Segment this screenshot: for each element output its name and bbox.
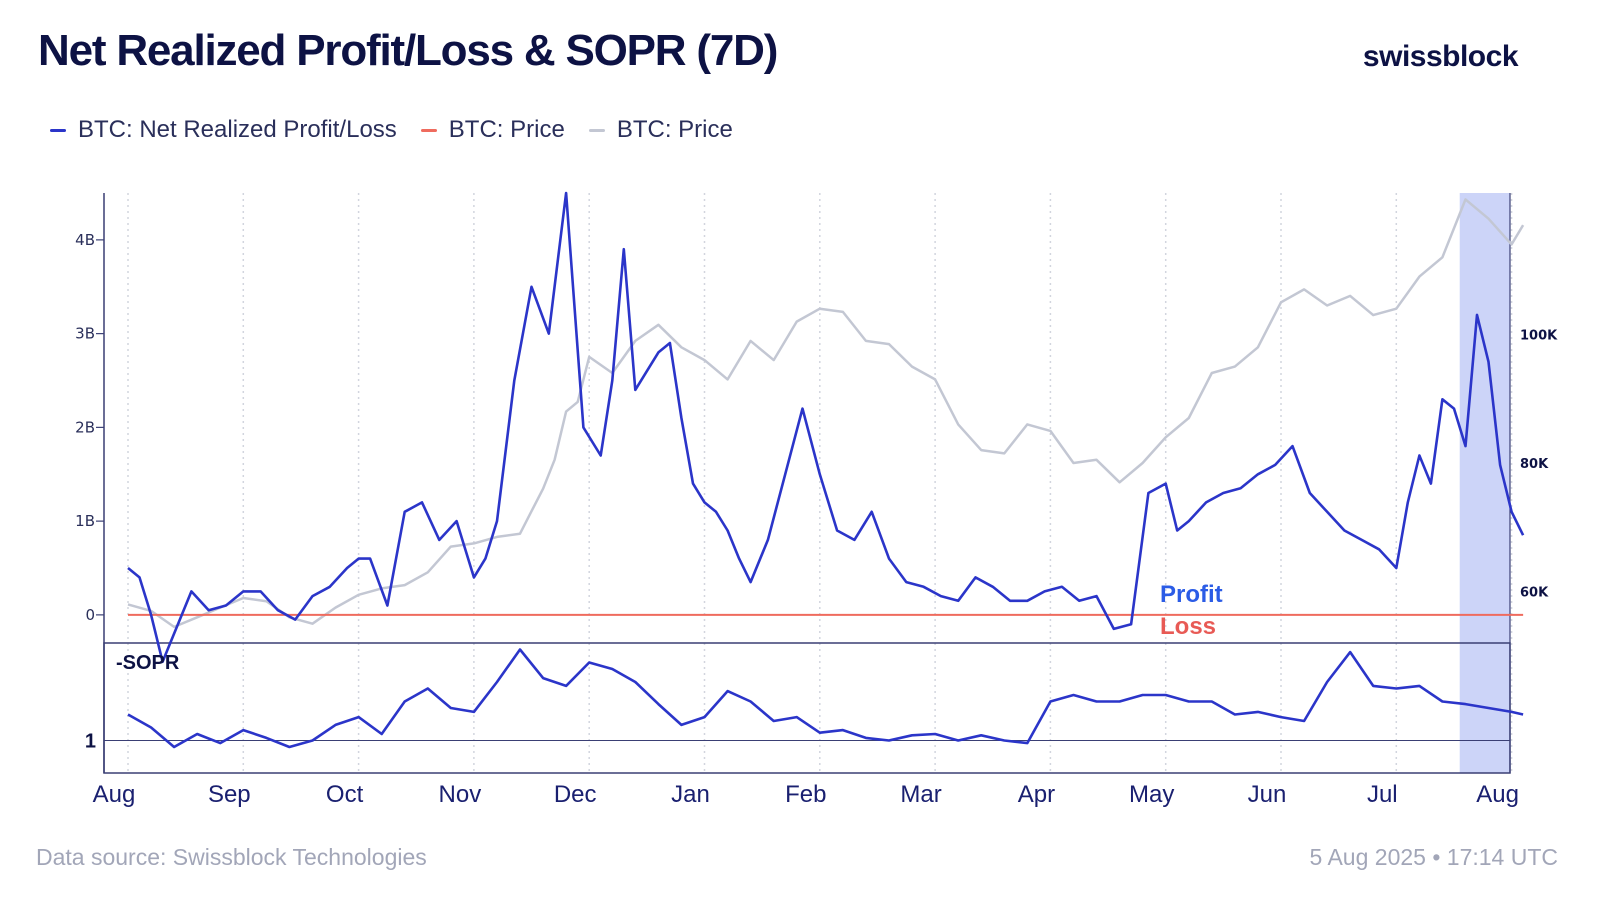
profit-annotation: Profit	[1160, 581, 1223, 608]
axes-layer: 0 1B 2B 3B 4B 60K 80K 100K 1 Aug Sep Oct Nov Dec Jan Fe…	[75, 231, 1558, 808]
x-axis-tick-label: Jul	[1367, 781, 1398, 808]
left-axis-tick-label: 4B	[75, 231, 95, 249]
legend-item-price-grey[interactable]: BTC: Price	[588, 116, 733, 144]
x-axis-tick-label: Oct	[326, 781, 364, 808]
legend-swatch-net-realized	[50, 128, 66, 132]
sopr-panel-frame	[103, 642, 1511, 774]
right-axis-tick-label: 60K	[1520, 586, 1549, 601]
x-axis-tick-label: Nov	[439, 781, 482, 808]
left-axis-tick-label: 0	[85, 606, 95, 624]
left-axis-tick-label: 2B	[75, 418, 95, 436]
highlight-band-layer	[1459, 193, 1510, 773]
highlight-band	[1459, 193, 1510, 773]
annotations-layer: Profit Loss -SOPR	[116, 581, 1223, 674]
legend-item-net-realized[interactable]: BTC: Net Realized Profit/Loss	[50, 116, 397, 144]
left-axis-tick-label: 1B	[75, 512, 95, 530]
x-axis-tick-label: Aug	[1476, 781, 1519, 808]
chart-legend: BTC: Net Realized Profit/Loss BTC: Price…	[50, 116, 733, 144]
month-grid	[127, 193, 1513, 773]
loss-annotation: Loss	[1160, 613, 1216, 640]
data-source-note: Data source: Swissblock Technologies	[36, 844, 427, 870]
sopr-reference-label: 1	[85, 731, 96, 753]
sopr-line	[127, 648, 1524, 749]
brand-logo: swissblock	[1362, 40, 1519, 73]
legend-swatch-price-red	[420, 128, 437, 132]
x-axis-tick-label: Feb	[785, 781, 826, 808]
sopr-panel-label: -SOPR	[116, 652, 180, 674]
legend-label-price-grey: BTC: Price	[616, 116, 733, 143]
chart-title: Net Realized Profit/Loss & SOPR (7D)	[38, 26, 778, 75]
x-axis-tick-label: May	[1129, 781, 1174, 808]
x-axis-tick-label: Aug	[93, 781, 136, 808]
nrpl-series-layer	[127, 191, 1525, 664]
x-axis-tick-label: Sep	[208, 781, 251, 808]
x-axis-tick-label: Jun	[1248, 781, 1287, 808]
right-axis-tick-label: 80K	[1520, 457, 1549, 472]
left-axis-tick-label: 3B	[75, 325, 95, 343]
price-series-layer	[127, 198, 1525, 629]
x-axis-tick-label: Dec	[554, 781, 597, 808]
legend-swatch-price-grey	[588, 128, 605, 132]
timestamp: 5 Aug 2025 • 17:14 UTC	[1309, 844, 1558, 870]
x-axis-tick-label: Mar	[900, 781, 941, 808]
sopr-series-layer	[127, 648, 1524, 749]
panel-frames	[103, 193, 1511, 774]
legend-label-price-red: BTC: Price	[448, 116, 565, 143]
x-axis-tick-label: Jan	[671, 781, 710, 808]
x-axis-tick-label: Apr	[1018, 781, 1055, 808]
legend-item-price-red[interactable]: BTC: Price	[420, 116, 565, 144]
legend-label-net-realized: BTC: Net Realized Profit/Loss	[78, 116, 397, 143]
nrpl-line	[127, 191, 1525, 664]
right-axis-tick-label: 100K	[1520, 328, 1558, 343]
price-line	[127, 198, 1525, 629]
